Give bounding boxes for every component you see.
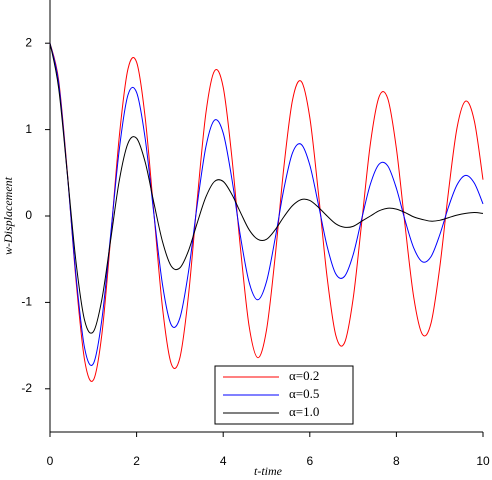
y-tick-label: -1 <box>21 295 32 309</box>
legend-label: α=1.0 <box>289 404 319 419</box>
y-tick-label: 2 <box>25 35 32 49</box>
x-tick-label: 6 <box>306 454 313 468</box>
x-tick-label: 4 <box>220 454 227 468</box>
series-line <box>49 43 484 382</box>
y-tick-label: 1 <box>25 122 32 136</box>
legend-label: α=0.5 <box>289 386 319 401</box>
series-line <box>49 43 484 334</box>
x-tick-label: 0 <box>47 454 54 468</box>
x-tick-label: 2 <box>133 454 140 468</box>
y-tick-label: 0 <box>25 208 32 222</box>
x-axis-title: t-time <box>254 464 283 478</box>
y-axis-title: w-Displacement <box>1 176 15 255</box>
legend-label: α=0.2 <box>289 368 319 383</box>
y-tick-label: -2 <box>21 381 32 395</box>
series-line <box>49 43 484 366</box>
x-tick-label: 10 <box>476 454 490 468</box>
x-tick-label: 8 <box>393 454 400 468</box>
